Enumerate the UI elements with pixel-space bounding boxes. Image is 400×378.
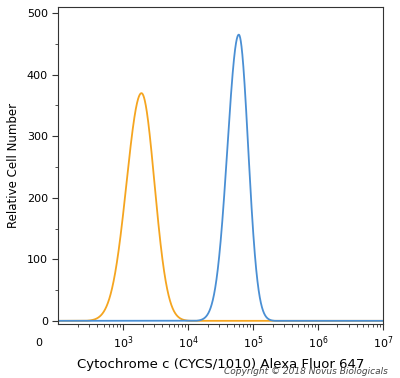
Y-axis label: Relative Cell Number: Relative Cell Number: [7, 103, 20, 228]
Text: 0: 0: [35, 338, 42, 349]
Text: Copyright © 2018 Novus Biologicals: Copyright © 2018 Novus Biologicals: [224, 367, 388, 376]
X-axis label: Cytochrome c (CYCS/1010) Alexa Fluor 647: Cytochrome c (CYCS/1010) Alexa Fluor 647: [77, 358, 364, 371]
